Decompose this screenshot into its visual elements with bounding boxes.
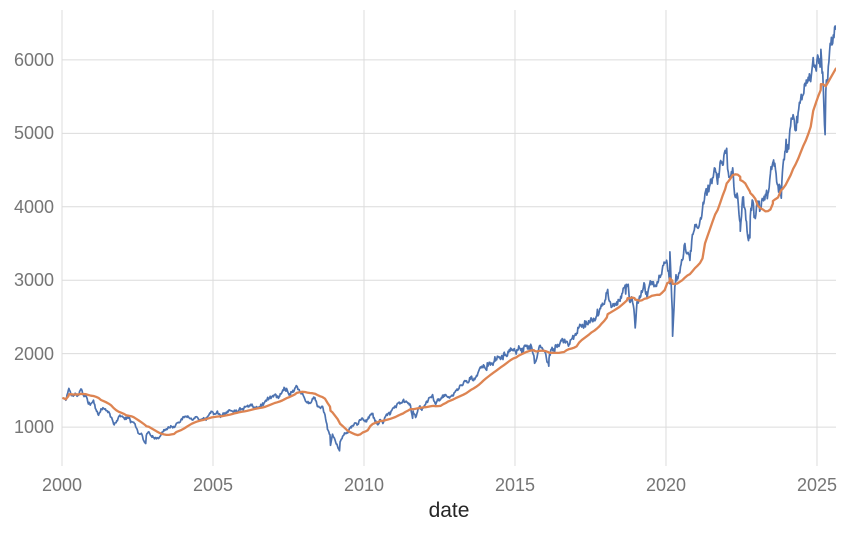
rolling-mean-line [62,67,836,437]
x-tick-label: 2015 [494,475,535,495]
y-tick-label: 4000 [13,196,54,217]
x-tick-label: 2020 [645,475,686,495]
x-tick-label: 2000 [41,475,83,495]
y-tick-label: 3000 [13,270,54,291]
y-tick-label: 6000 [13,49,54,70]
y-tick-label: 2000 [13,343,54,364]
x-tick-label: 2005 [192,475,233,495]
close-price-line [62,25,836,452]
x-tick-label: 2025 [796,475,837,495]
gridlines [61,10,836,466]
x-tick-label: 2010 [343,475,384,495]
y-tick-label: 1000 [13,417,54,438]
y-tick-label: 5000 [13,123,54,144]
x-axis-title: date [428,499,470,522]
